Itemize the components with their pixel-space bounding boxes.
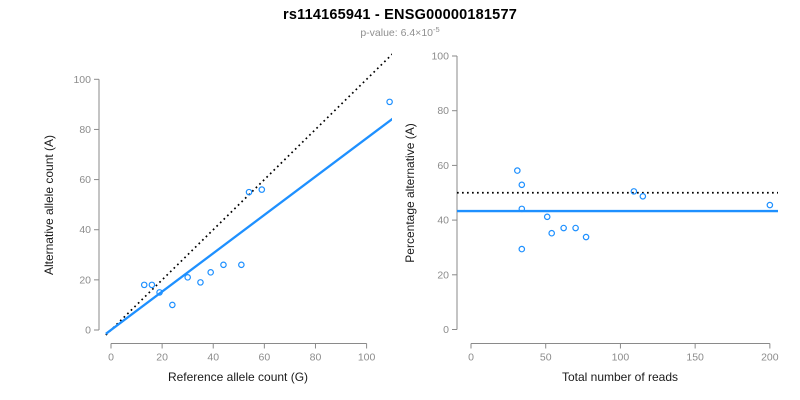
data-point [245, 188, 253, 196]
x-tick-label: 200 [761, 352, 779, 364]
x-tick-label: 40 [207, 352, 219, 364]
data-point [560, 224, 567, 232]
y-tick-label: 40 [79, 224, 91, 236]
data-point [582, 233, 590, 241]
y-tick-label: 20 [79, 274, 91, 286]
data-point [140, 281, 148, 289]
right-y-axis-label: Percentage alternative (A) [403, 123, 417, 263]
y-tick-label: 20 [437, 269, 449, 281]
data-point [639, 193, 647, 200]
y-tick-label: 0 [85, 325, 91, 337]
line-fit [105, 117, 392, 335]
line-identity [105, 53, 392, 336]
data-point [258, 186, 266, 193]
y-tick-label: 100 [73, 74, 91, 86]
y-tick-label: 80 [437, 105, 449, 117]
data-point [220, 261, 227, 269]
data-point [518, 205, 526, 213]
x-tick-label: 80 [310, 352, 322, 364]
data-point [169, 301, 176, 309]
plot-left: 0 20 40 60 80 100 0 20 40 60 80 100 [73, 53, 393, 364]
data-point [548, 229, 555, 237]
y-tick-label: 80 [79, 124, 91, 136]
data-point [148, 281, 156, 289]
x-tick-label: 0 [468, 352, 474, 364]
plot-right: 0 20 40 60 80 100 0 50 100 150 200 [431, 51, 778, 364]
subtitle-exponent: -5 [433, 25, 440, 34]
y-tick-label: 0 [443, 324, 449, 336]
x-tick-label: 20 [156, 352, 168, 364]
x-tick-label: 0 [108, 352, 114, 364]
y-tick-label: 60 [437, 160, 449, 172]
x-tick-label: 60 [259, 352, 271, 364]
x-tick-label: 100 [612, 352, 630, 364]
data-point [518, 245, 526, 253]
data-point [572, 224, 579, 232]
left-x-axis-label: Reference allele count (G) [167, 370, 309, 384]
x-tick-label: 150 [686, 352, 704, 364]
x-tick-label: 50 [540, 352, 552, 364]
data-point [543, 213, 551, 221]
figure-title: rs114165941 - ENSG00000181577 [283, 7, 517, 23]
right-x-axis-label: Total number of reads [561, 370, 679, 384]
data-point [630, 188, 638, 195]
x-tick-label: 100 [358, 352, 376, 364]
data-point [518, 181, 526, 189]
y-tick-label: 60 [79, 174, 91, 186]
data-point [156, 289, 163, 296]
data-point [386, 98, 393, 106]
data-point [197, 279, 204, 286]
figure-subtitle: p-value: 6.4×10-5 [0, 25, 800, 39]
left-y-axis-label: Alternative allele count (A) [42, 134, 56, 276]
data-point [207, 269, 214, 276]
data-point [766, 201, 774, 209]
y-tick-label: 40 [437, 215, 449, 227]
data-point [238, 261, 245, 269]
subtitle-text: p-value: 6.4×10 [360, 27, 433, 39]
y-tick-label: 100 [431, 51, 449, 63]
data-point [184, 274, 191, 281]
data-point [514, 167, 521, 174]
